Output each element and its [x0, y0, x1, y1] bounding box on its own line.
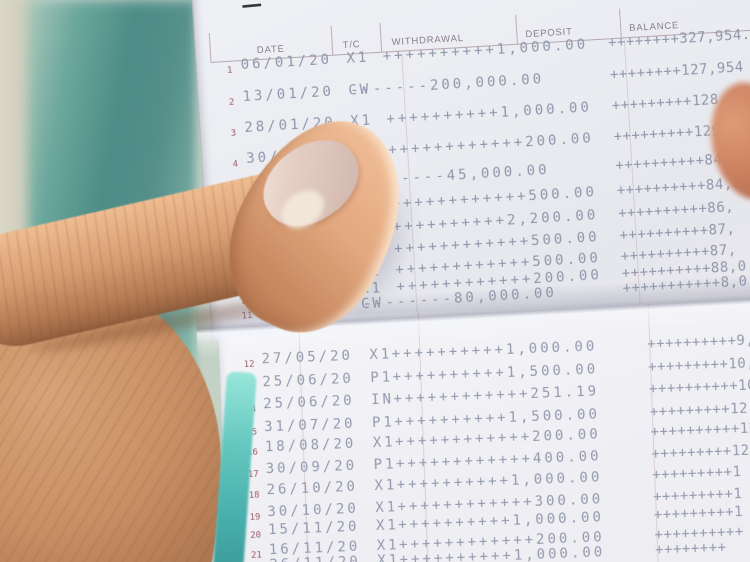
passbook-row-14: 1425/06/20IN++++++++++++251.19++++++++++…	[221, 377, 750, 415]
row-date: 18/08/20	[264, 435, 357, 456]
row-balance: ++++++++++10	[648, 377, 750, 398]
row-balance: ++++++++127,954	[609, 59, 745, 84]
row-balance: +++++++++10,	[647, 355, 750, 376]
printed-dash-mark: —	[240, 0, 263, 18]
row-deposit: ++++++++++1,500.00	[392, 361, 599, 386]
passbook-row-4: 430/01/20X1++++++++++++200.00+++++++++12…	[202, 122, 739, 170]
row-balance: ++++++++++9,	[646, 332, 750, 353]
row-line-number: 20	[250, 530, 262, 541]
row-balance: +++++++++1	[652, 486, 743, 506]
passbook-row-1: 1 06/01/20 X1 ++++++++++1,000.00 ++++++++327…	[196, 27, 750, 76]
row-line-number: 2	[228, 97, 235, 108]
row-date: 26/10/20	[266, 478, 359, 499]
row-line-number: 21	[250, 550, 263, 561]
row-balance: +++++++++12	[649, 400, 749, 421]
row-deposit: ++++++++++++200.00	[394, 426, 601, 451]
row-balance: +++++++++12	[651, 442, 750, 463]
row-balance: +++++++++1	[653, 503, 744, 524]
passbook-row-13: 1325/06/20P1++++++++++1,500.00+++++++++1…	[220, 355, 750, 393]
row-balance: ++++++++	[654, 539, 727, 559]
row-deposit: ++++++++++1,000.00	[396, 469, 603, 494]
row-line-number: 19	[249, 512, 261, 523]
row-balance: ++++++++++87,	[619, 221, 736, 244]
row-withdrawal: -------200,000.00	[349, 71, 545, 99]
row-balance: ++++++++++12	[650, 420, 750, 441]
row-line-number: 18	[248, 490, 260, 501]
row-deposit: ++++++++++1,000.00	[386, 99, 593, 128]
row-date: 15/11/20	[267, 518, 360, 539]
row-date: 25/06/20	[262, 392, 355, 413]
row-balance: +++++++++1	[651, 464, 742, 484]
passbook-row-2: 2 13/01/20 CW -------200,000.00 ++++++++127,…	[198, 59, 745, 108]
row-deposit: ++++++++++++400.00	[395, 448, 602, 473]
row-balance: ++++++++++86,	[617, 199, 735, 223]
passbook-row-3: 3 28/01/20 X1 ++++++++++1,000.00 +++++++++12…	[200, 90, 750, 139]
row-date: 13/01/20	[242, 83, 335, 106]
row-deposit: ++++++++++++251.19	[393, 383, 600, 408]
row-line-number: 1	[226, 65, 233, 76]
row-balance: ++++++++++84,6	[616, 175, 743, 200]
row-date: 30/09/20	[265, 457, 358, 478]
row-date: 30/10/20	[267, 500, 360, 521]
row-line-number: 4	[232, 159, 239, 170]
row-line-number: 3	[230, 128, 237, 139]
row-date: 25/06/20	[262, 370, 355, 391]
row-date: 31/07/20	[263, 415, 356, 436]
row-line-number: 12	[243, 359, 255, 371]
